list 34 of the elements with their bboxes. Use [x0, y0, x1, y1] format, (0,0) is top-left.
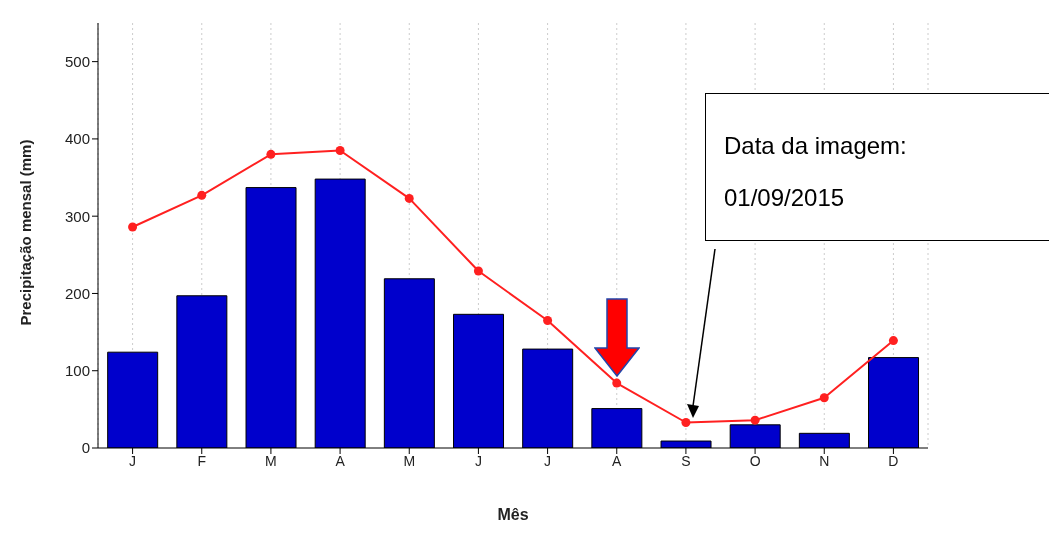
y-tick-label: 100 — [64, 362, 90, 380]
x-tick-label: J — [474, 452, 482, 469]
y-tick-label: 200 — [64, 284, 90, 302]
point — [888, 336, 898, 346]
y-tick-label: 300 — [64, 207, 90, 225]
point — [197, 190, 207, 200]
x-axis-title: Mês — [497, 506, 529, 523]
point — [612, 378, 622, 388]
x-tick-label: M — [265, 452, 277, 469]
x-tick-label: M — [403, 452, 416, 469]
annotation: Data da imagem: 01/09/2015 — [724, 131, 908, 213]
x-tick-label: F — [197, 452, 207, 469]
x-tick-label: D — [888, 452, 899, 469]
point — [473, 266, 483, 276]
x-tick-label: S — [681, 452, 691, 469]
point — [543, 316, 553, 325]
point — [681, 418, 691, 427]
point — [750, 415, 760, 425]
x-tick-label: O — [749, 452, 761, 469]
point — [819, 393, 829, 403]
y-tick-label: 0 — [81, 439, 90, 457]
x-tick-label: A — [612, 452, 623, 469]
point — [335, 146, 345, 155]
point — [266, 149, 276, 159]
y-tick-label: 400 — [64, 130, 90, 148]
point — [128, 222, 138, 232]
x-tick-label: N — [819, 452, 830, 469]
y-axis-title: Precipitação mensal (mm) — [17, 139, 35, 326]
x-tick-label: J — [544, 452, 552, 469]
y-tick-label: 500 — [64, 52, 90, 70]
x-tick-label: J — [129, 452, 137, 469]
callout-box: Data da imagem: 01/09/2015 — [705, 93, 1049, 241]
x-tick-label: A — [335, 452, 346, 469]
point — [404, 193, 414, 203]
